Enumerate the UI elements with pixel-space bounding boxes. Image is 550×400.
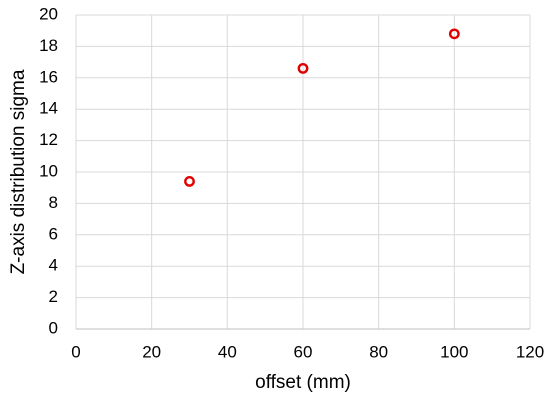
x-tick-label: 120 [516,342,544,361]
x-tick-label: 0 [71,342,80,361]
x-axis-title: offset (mm) [255,372,351,393]
x-tick-label: 60 [294,342,313,361]
y-tick-label: 0 [49,318,58,337]
x-tick-label: 40 [218,342,237,361]
y-tick-label: 2 [49,287,58,306]
point [297,62,309,74]
y-tick-label: 16 [39,67,58,86]
y-axis-title: Z-axis distribution sigma [8,69,29,274]
point [448,28,460,40]
x-tick-label: 80 [369,342,388,361]
point [184,176,195,187]
x-tick-label: 20 [142,342,161,361]
y-tick-label: 12 [39,130,58,149]
y-tick-label: 10 [39,161,58,180]
x-tick-label: 100 [440,342,468,361]
y-tick-label: 14 [39,99,58,118]
y-tick-label: 8 [49,193,58,212]
y-tick-label: 18 [39,36,58,55]
y-tick-label: 4 [49,256,58,275]
y-tick-label: 20 [39,4,58,23]
y-tick-label: 6 [49,224,58,243]
